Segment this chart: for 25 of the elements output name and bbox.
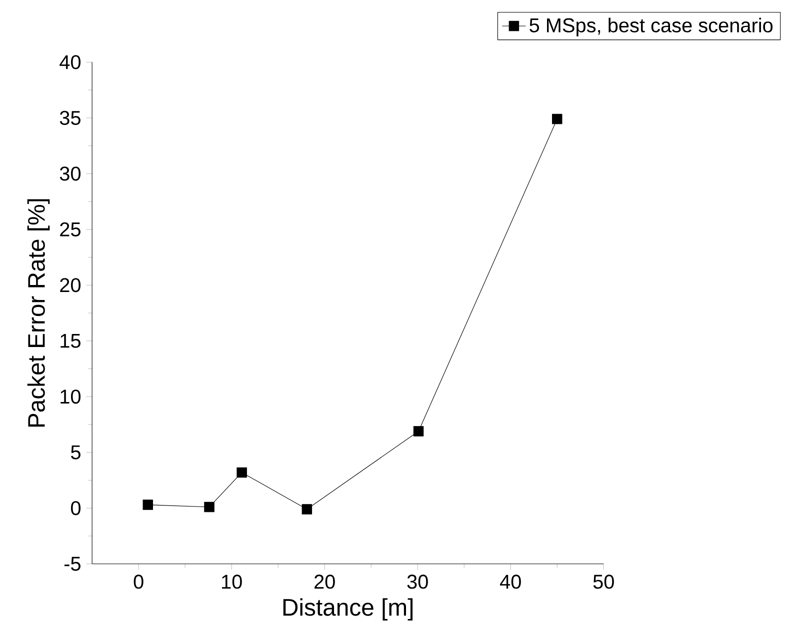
y-tick-label: 15 <box>60 334 80 348</box>
y-tick-label: 10 <box>60 390 81 404</box>
y-tick-label: 5 <box>71 446 80 460</box>
y-tick-label: -5 <box>64 557 80 571</box>
x-tick-label: 50 <box>593 574 614 589</box>
point <box>236 467 247 478</box>
point <box>413 426 424 436</box>
y-tick-label: 0 <box>70 501 81 516</box>
x-tick-label: 20 <box>314 574 335 589</box>
x-tick-label: 40 <box>500 574 521 589</box>
point <box>302 504 312 514</box>
point <box>142 500 154 510</box>
point <box>204 502 214 512</box>
x-tick-label: 10 <box>222 574 242 589</box>
y-tick-label: 30 <box>60 166 81 181</box>
point <box>552 114 562 124</box>
y-tick-label: 25 <box>60 222 80 237</box>
legend-label: 5 MSps, best case scenario <box>530 18 773 36</box>
x-tick-label: 0 <box>134 574 144 589</box>
y-tick-label: 35 <box>60 110 80 126</box>
x-tick-label: 30 <box>407 574 428 589</box>
y-axis-title: Packet Error Rate [%] <box>27 199 50 427</box>
y-tick-label: 40 <box>60 55 81 70</box>
x-axis-title: Distance [m] <box>283 598 413 621</box>
y-tick-label: 20 <box>60 278 81 292</box>
